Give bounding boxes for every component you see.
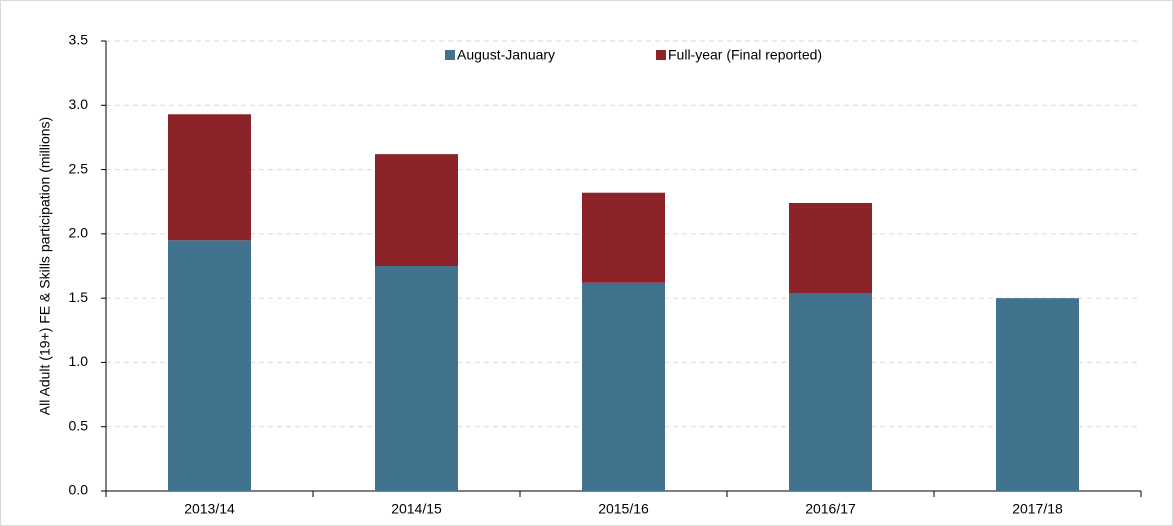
- y-tick-label: 1.0: [69, 353, 89, 369]
- x-tick-label: 2017/18: [1012, 501, 1063, 517]
- bar-segment: [789, 203, 872, 293]
- y-axis-label: All Adult (19+) FE & Skills participatio…: [37, 117, 53, 415]
- legend-swatch: [445, 50, 455, 60]
- bar-segment: [168, 240, 251, 491]
- bar-segment: [582, 192, 665, 283]
- x-tick-label: 2016/17: [805, 501, 856, 517]
- y-tick-label: 1.5: [69, 289, 89, 305]
- y-tick-label: 3.0: [69, 96, 89, 112]
- bar-segment: [375, 154, 458, 266]
- bar-segment: [168, 114, 251, 241]
- y-tick-label: 2.0: [69, 225, 89, 241]
- x-tick-label: 2013/14: [184, 501, 235, 517]
- bar-segment: [582, 282, 665, 491]
- legend-label: August-January: [457, 47, 555, 63]
- y-tick-label: 0.0: [69, 482, 89, 498]
- legend-label: Full-year (Final reported): [668, 47, 822, 63]
- bar-segment: [996, 298, 1079, 491]
- bar-segment: [375, 266, 458, 491]
- y-tick-label: 0.5: [69, 417, 89, 433]
- x-tick-label: 2015/16: [598, 501, 649, 517]
- y-tick-label: 2.5: [69, 160, 89, 176]
- y-tick-label: 3.5: [69, 32, 89, 48]
- x-tick-label: 2014/15: [391, 501, 442, 517]
- bar-segment: [789, 293, 872, 491]
- legend-swatch: [656, 50, 666, 60]
